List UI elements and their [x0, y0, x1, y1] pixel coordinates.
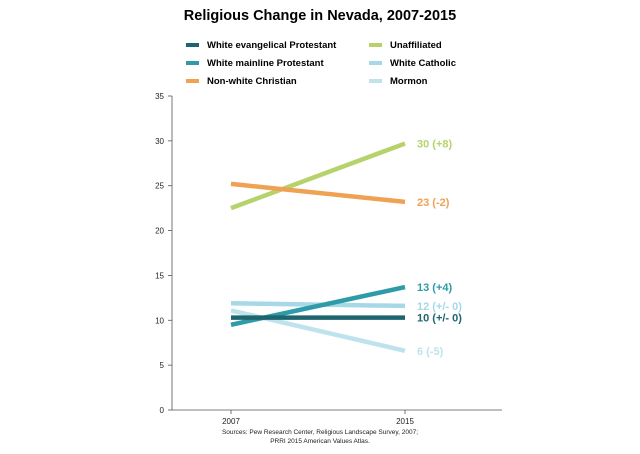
y-tick-label: 15 — [155, 271, 164, 280]
source-line-2: PRRI 2015 American Values Atlas. — [270, 438, 370, 445]
y-tick-label: 20 — [155, 227, 164, 236]
x-tick-label: 2007 — [222, 417, 240, 426]
legend-swatch — [186, 79, 199, 83]
series-line — [230, 141, 406, 211]
source-note: Sources: Pew Research Center, Religious … — [0, 428, 640, 446]
legend-item: Non-white Christian — [186, 74, 297, 88]
legend-label: Mormon — [390, 75, 428, 87]
chart-title: Religious Change in Nevada, 2007-2015 — [183, 8, 457, 24]
legend-swatch — [369, 61, 382, 65]
y-tick-label: 30 — [155, 137, 164, 146]
series-line — [230, 181, 406, 205]
series-end-label: 12 (+/- 0) — [417, 301, 462, 313]
y-tick-label: 35 — [155, 92, 164, 101]
legend-label: Non-white Christian — [207, 75, 297, 87]
y-tick-label: 10 — [155, 316, 164, 325]
legend-swatch — [369, 79, 382, 83]
series-end-label: 10 (+/- 0) — [417, 313, 462, 325]
legend-swatch — [186, 61, 199, 65]
series-end-label: 23 (-2) — [417, 197, 450, 209]
legend-item: White evangelical Protestant — [186, 38, 336, 52]
legend-swatch — [186, 43, 199, 47]
series-end-label: 30 (+8) — [417, 139, 452, 151]
legend-item: White Catholic — [369, 56, 456, 70]
legend-swatch — [369, 43, 382, 47]
legend-label: White evangelical Protestant — [207, 39, 337, 51]
x-tick-label: 2015 — [396, 417, 414, 426]
y-tick-label: 25 — [155, 182, 164, 191]
legend-label: White mainline Protestant — [207, 57, 324, 69]
source-line-1: Sources: Pew Research Center, Religious … — [221, 429, 419, 436]
series-end-label: 13 (+4) — [417, 282, 452, 294]
legend-item: Mormon — [369, 74, 427, 88]
y-tick-label: 5 — [160, 361, 165, 370]
legend-label: Unaffiliated — [390, 39, 442, 51]
legend-label: White Catholic — [390, 57, 456, 69]
y-tick-label: 0 — [160, 406, 165, 415]
series-end-label: 6 (-5) — [417, 346, 444, 358]
legend-item: White mainline Protestant — [186, 56, 324, 70]
legend-item: Unaffiliated — [369, 38, 442, 52]
